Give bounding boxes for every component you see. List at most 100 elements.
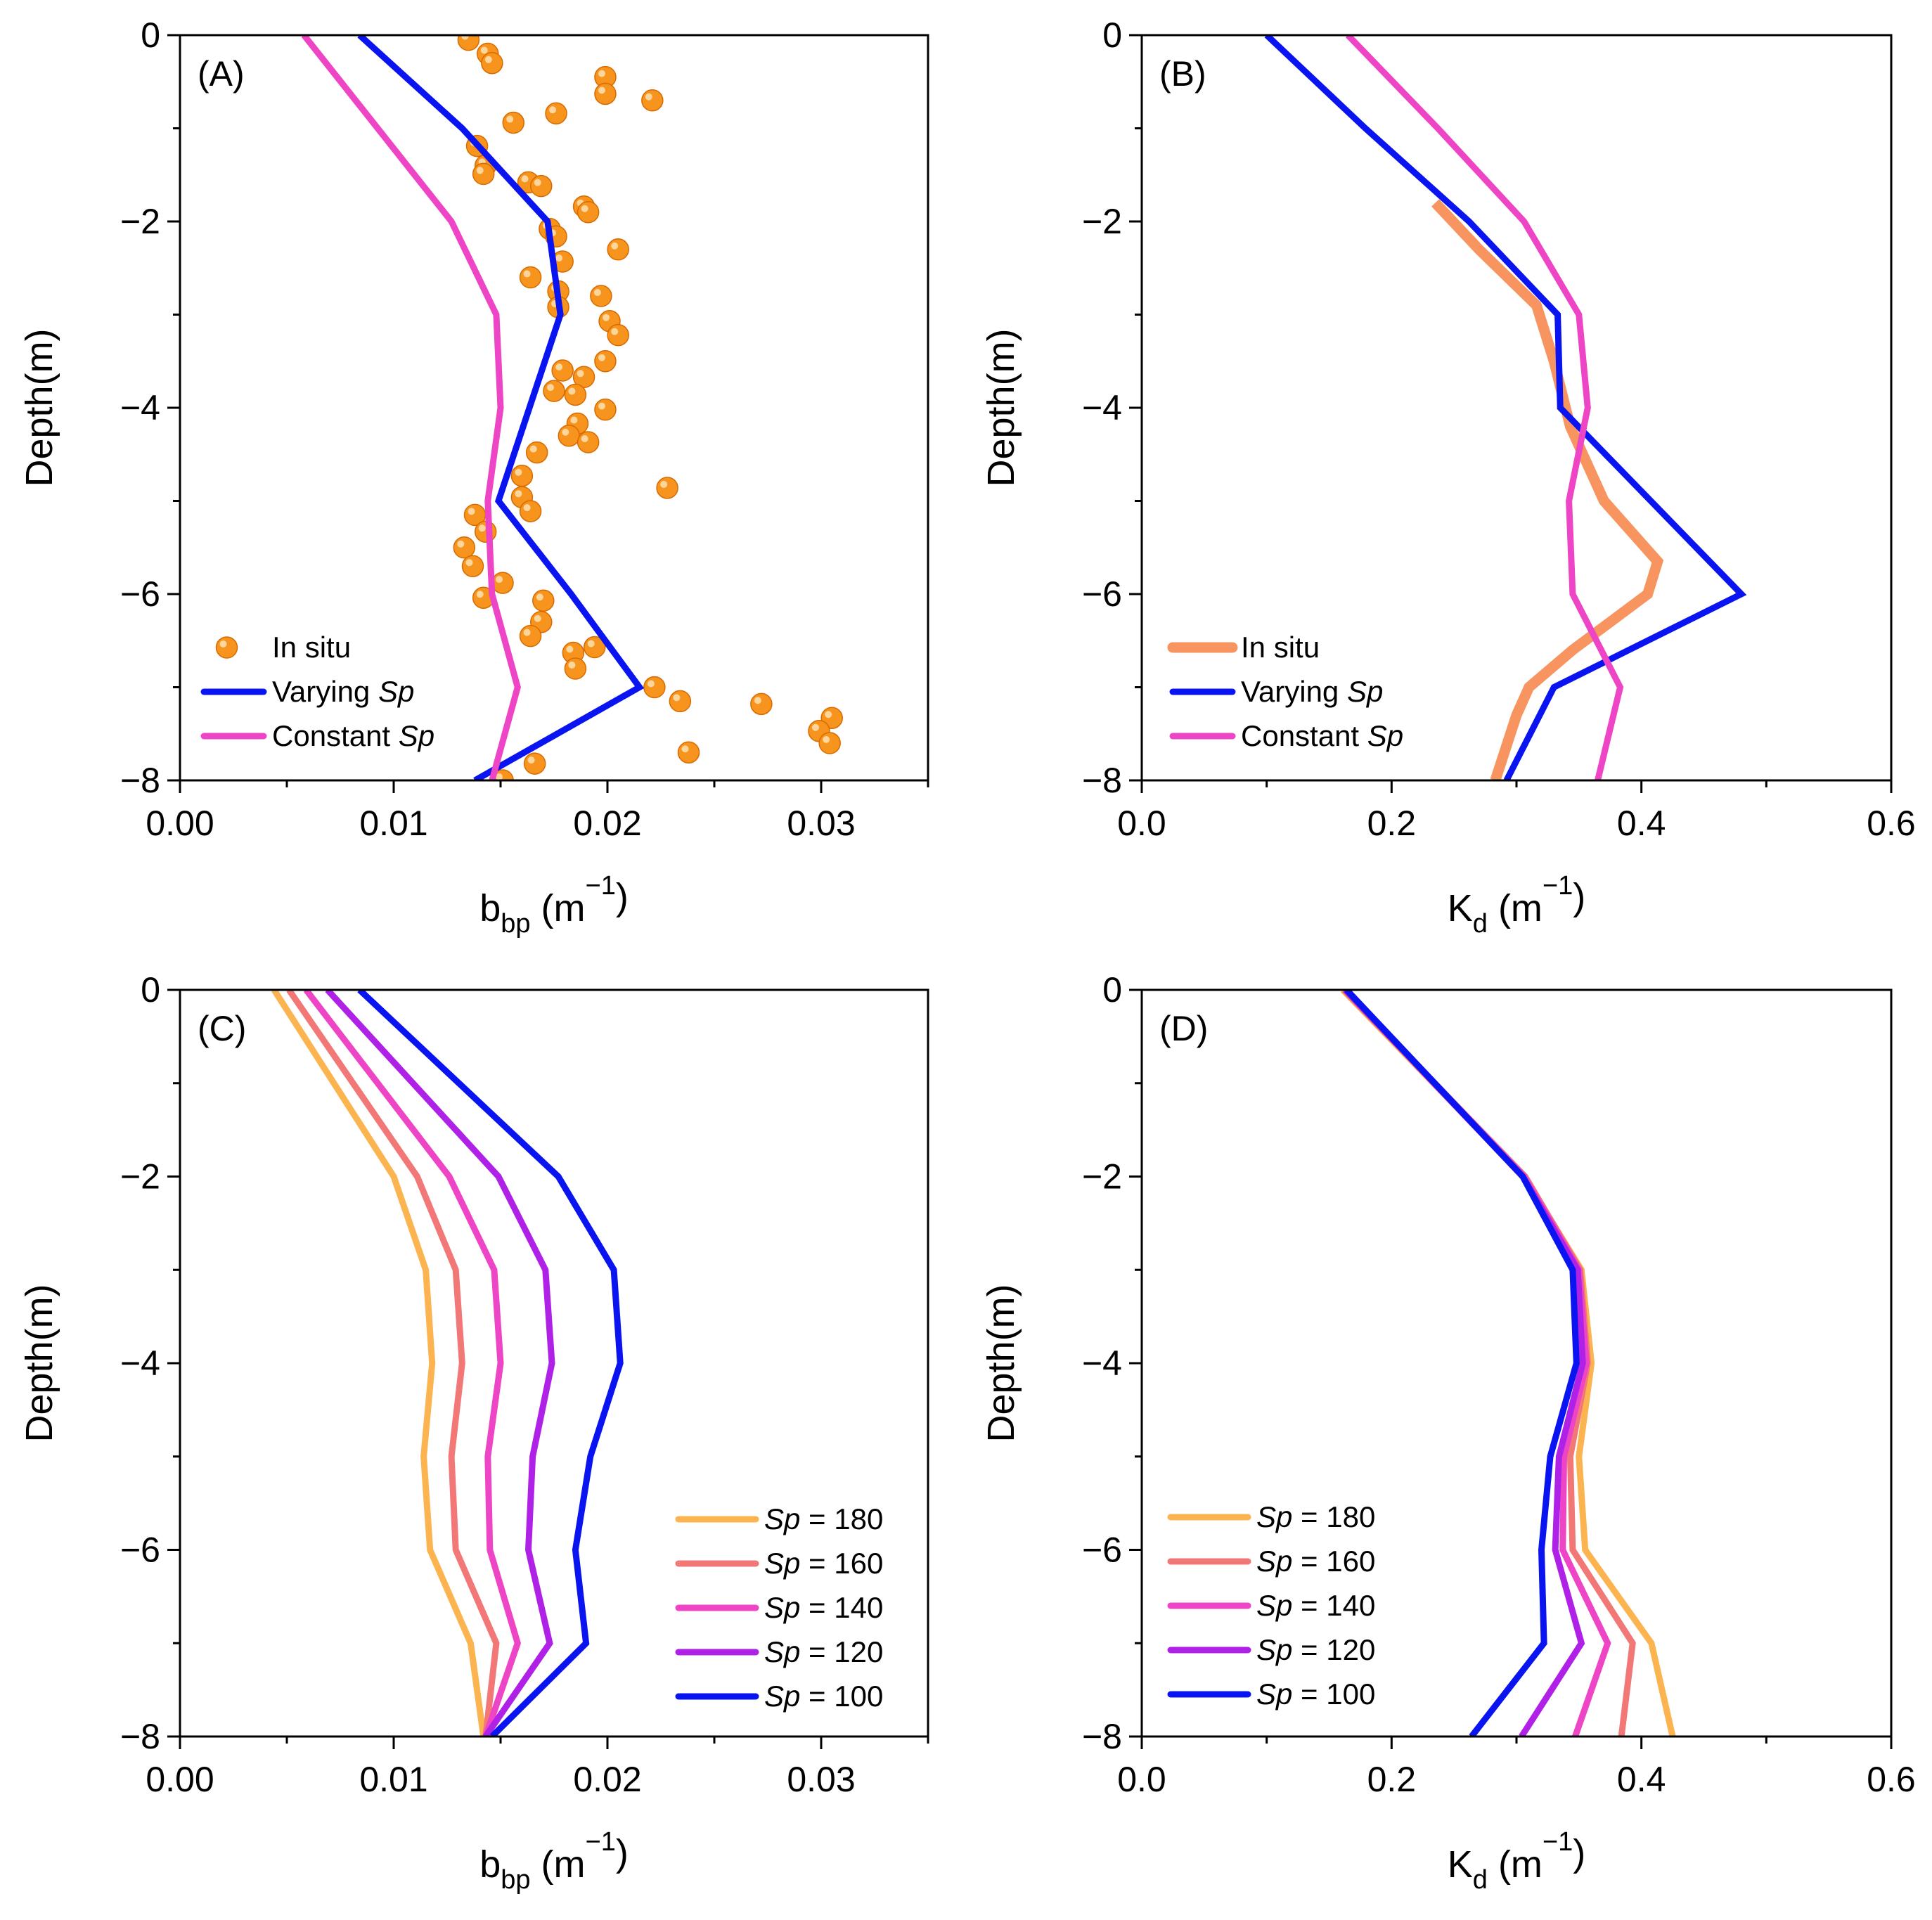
legend-label-italic: Sp xyxy=(378,675,414,708)
data-point-highlight xyxy=(534,614,541,622)
x-tick-label: 0.2 xyxy=(1367,1760,1417,1799)
legend-item: Sp = 180 xyxy=(675,1502,883,1535)
data-point-highlight xyxy=(515,490,522,498)
legend-swatch-point xyxy=(215,636,238,659)
plot-area xyxy=(1264,35,1747,780)
x-axis-title-sub: bp xyxy=(501,909,530,939)
legend-label-italic: Sp xyxy=(1367,719,1403,752)
data-point xyxy=(523,752,546,775)
data-point xyxy=(481,52,503,75)
data-point xyxy=(530,174,553,198)
legend-label-text: = 180 xyxy=(800,1502,883,1535)
x-tick-label: 0.00 xyxy=(146,1760,214,1799)
data-point-highlight xyxy=(593,289,601,296)
y-tick-label: −8 xyxy=(1082,1717,1122,1756)
data-point-highlight xyxy=(660,480,668,488)
y-tick-label: −4 xyxy=(120,1344,160,1383)
data-point xyxy=(750,692,773,716)
data-point-highlight xyxy=(598,354,605,361)
x-axis-title: bbp (m−1) xyxy=(479,1827,629,1897)
data-point xyxy=(641,89,664,112)
x-axis-title-main: K xyxy=(1448,887,1473,929)
legend-label-text: Varying xyxy=(272,675,378,708)
legend-label-italic: Sp xyxy=(1347,675,1383,708)
data-point-highlight xyxy=(681,745,689,753)
data-point-highlight xyxy=(527,756,535,764)
y-tick-label: −6 xyxy=(1082,574,1122,614)
data-point-highlight xyxy=(480,46,488,54)
legend-label: Sp = 180 xyxy=(764,1502,883,1535)
data-point xyxy=(594,350,617,373)
data-point-highlight xyxy=(536,593,543,601)
series-line xyxy=(1431,199,1664,780)
series-line xyxy=(271,990,487,1737)
series-line xyxy=(1344,990,1580,1737)
data-point-highlight xyxy=(566,645,574,653)
data-point xyxy=(577,431,600,453)
legend-label-text: Varying xyxy=(1241,675,1347,708)
data-point-highlight xyxy=(468,508,475,515)
data-point-highlight xyxy=(457,540,465,548)
y-tick-label: −6 xyxy=(120,574,160,614)
x-axis-title-exp: −1 xyxy=(586,871,616,901)
legend-label: Sp = 100 xyxy=(764,1680,883,1713)
data-point xyxy=(519,624,542,647)
y-tick-label: −6 xyxy=(120,1531,160,1570)
legend-label-italic: Sp xyxy=(764,1680,800,1713)
y-tick-label: −4 xyxy=(1082,1344,1122,1383)
x-tick-label: 0.00 xyxy=(146,804,214,843)
data-point-highlight xyxy=(598,70,605,77)
legend-label-text: = 160 xyxy=(800,1547,883,1580)
data-point-highlight xyxy=(754,697,761,704)
data-point-highlight xyxy=(598,86,605,94)
legend-label-italic: Sp xyxy=(1256,1633,1292,1666)
legend-item: Varying Sp xyxy=(200,675,414,708)
legend-label-text: Constant xyxy=(1241,719,1367,752)
data-point-highlight xyxy=(645,93,652,101)
x-axis-title: Kd (m−1) xyxy=(1448,871,1585,941)
data-point-highlight xyxy=(496,576,503,584)
y-tick-label: −8 xyxy=(120,1717,160,1756)
legend-label-text: = 140 xyxy=(1292,1589,1375,1622)
data-point-highlight xyxy=(603,314,610,321)
legend-label: Sp = 180 xyxy=(1256,1500,1375,1533)
chart-panel-b: 0.0 0.2 0.4 0.6 0 −2 −4 −6 −8 (B) Depth(m) Kd (m−1)… xyxy=(980,15,1916,941)
x-axis-title: bbp (m−1) xyxy=(479,871,629,941)
x-tick-label: 0.6 xyxy=(1867,1760,1916,1799)
x-axis-title-unit: (m xyxy=(541,1843,586,1886)
legend-item: Sp = 120 xyxy=(675,1635,883,1668)
data-point-highlight xyxy=(476,167,484,174)
panel-label: (D) xyxy=(1159,1009,1208,1048)
x-axis-title-sub: bp xyxy=(501,1865,530,1895)
plot-area xyxy=(1340,990,1676,1737)
data-point-highlight xyxy=(549,106,557,114)
x-axis-title-close: ) xyxy=(1573,876,1585,918)
legend-label: Sp = 100 xyxy=(1256,1677,1375,1710)
data-point xyxy=(577,201,600,224)
y-tick-label: −2 xyxy=(1082,202,1122,241)
legend-label: Sp = 140 xyxy=(1256,1589,1375,1622)
x-axis-title-close: ) xyxy=(616,1832,629,1874)
data-point-highlight xyxy=(521,175,529,183)
data-point-highlight xyxy=(515,468,522,476)
legend-label-italic: Sp xyxy=(1256,1589,1292,1622)
x-axis-title-space xyxy=(531,898,541,941)
y-tick-label: 0 xyxy=(141,970,160,1010)
data-point-highlight xyxy=(611,328,619,335)
legend-label-text: Constant xyxy=(272,719,399,752)
data-point xyxy=(491,572,514,594)
data-point xyxy=(519,500,542,522)
x-axis-title-exp: −1 xyxy=(1543,1827,1573,1857)
legend-label: Varying Sp xyxy=(272,675,414,708)
data-point-highlight xyxy=(577,370,584,378)
data-point-highlight xyxy=(587,640,595,647)
data-point-highlight xyxy=(523,504,531,512)
data-point-highlight xyxy=(523,270,531,278)
data-point xyxy=(607,323,629,347)
y-axis-title: Depth(m) xyxy=(18,328,60,487)
data-point-highlight xyxy=(562,428,569,436)
data-point xyxy=(474,520,497,543)
